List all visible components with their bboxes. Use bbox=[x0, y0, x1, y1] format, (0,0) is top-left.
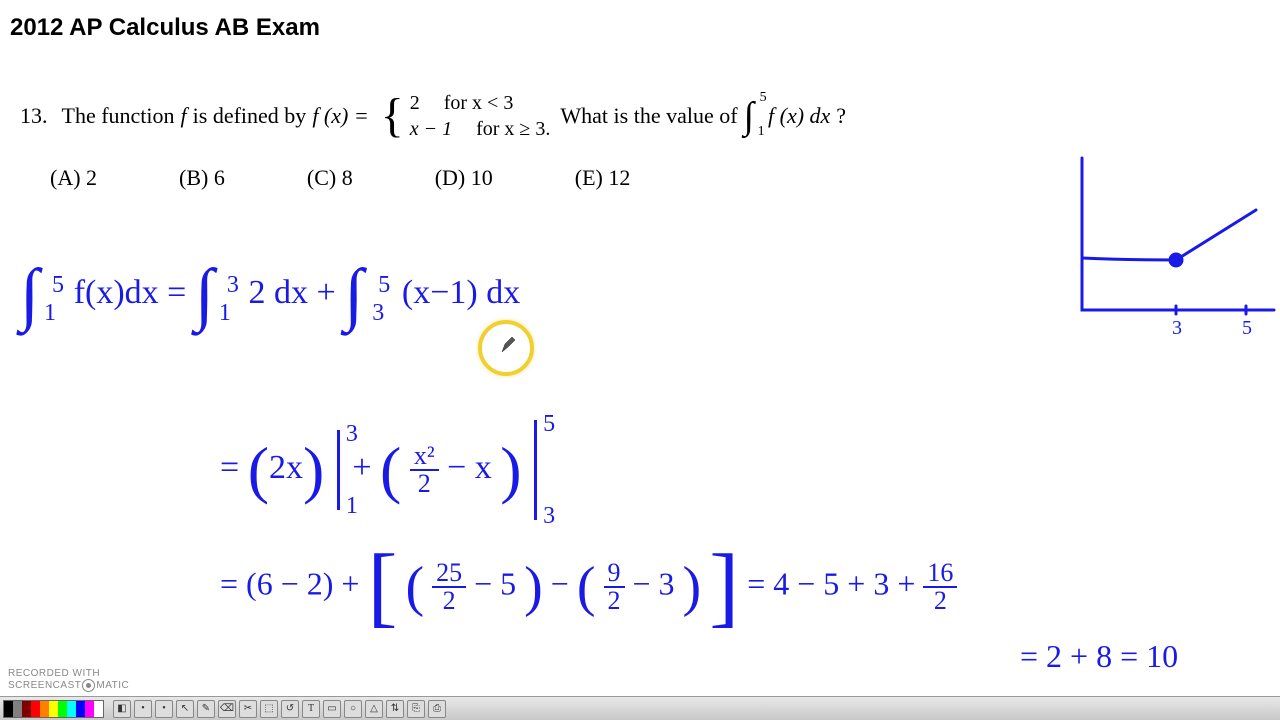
toolbar-button[interactable]: ▭ bbox=[323, 700, 341, 718]
toolbar-button[interactable]: T bbox=[302, 700, 320, 718]
brace-icon: { bbox=[381, 96, 404, 136]
toolbar-button[interactable]: ✎ bbox=[197, 700, 215, 718]
function-name: f bbox=[181, 103, 187, 129]
toolbar-button[interactable]: ◧ bbox=[113, 700, 131, 718]
pen-cursor-icon bbox=[500, 334, 520, 354]
handwritten-line-3: = (6 − 2) + [ ( 252 − 5 ) − ( 92 − 3 ) ]… bbox=[220, 560, 957, 614]
color-swatch[interactable] bbox=[85, 701, 94, 717]
toolbar-button[interactable]: ⎙ bbox=[428, 700, 446, 718]
case2-condition: for x ≥ 3. bbox=[476, 116, 550, 142]
toolbar-button[interactable]: ⇅ bbox=[386, 700, 404, 718]
question-text: is defined by bbox=[193, 103, 307, 129]
toolbar-button[interactable]: ⎘ bbox=[407, 700, 425, 718]
toolbar-button[interactable]: ↖ bbox=[176, 700, 194, 718]
graph-tick-5: 5 bbox=[1242, 317, 1252, 339]
case1-condition: for x < 3 bbox=[444, 90, 514, 116]
question-integral: ∫ 5 1 f (x) dx bbox=[744, 94, 831, 138]
screencast-watermark: RECORDED WITH SCREENCASTMATIC bbox=[8, 668, 129, 692]
question-text: The function bbox=[62, 103, 175, 129]
color-swatch[interactable] bbox=[4, 701, 13, 717]
color-swatch[interactable] bbox=[67, 701, 76, 717]
color-swatch[interactable] bbox=[13, 701, 22, 717]
color-swatch[interactable] bbox=[58, 701, 67, 717]
piecewise-definition: { 2 for x < 3 x − 1 for x ≥ 3. bbox=[379, 90, 551, 142]
case2-value: x − 1 bbox=[410, 116, 452, 142]
color-swatch[interactable] bbox=[31, 701, 40, 717]
handwritten-line-2: = ((2x)2x) 3 1 + ( x²2 − x ) 5 3 bbox=[220, 420, 541, 520]
choice-a[interactable]: (A) 2 bbox=[50, 165, 97, 191]
handwritten-line-1: ∫ 5 1 f(x)dx = ∫ 3 1 2 dx + ∫ 5 3 (x−1) … bbox=[20, 270, 520, 320]
question-mark: ? bbox=[836, 103, 846, 129]
color-swatch[interactable] bbox=[49, 701, 58, 717]
question-text: What is the value of bbox=[560, 103, 737, 129]
color-palette[interactable] bbox=[3, 700, 104, 718]
toolbar-button[interactable]: ✂ bbox=[239, 700, 257, 718]
toolbar-button[interactable]: ○ bbox=[344, 700, 362, 718]
case1-value: 2 bbox=[410, 90, 420, 116]
question-number: 13. bbox=[20, 103, 48, 129]
toolbar-button[interactable]: △ bbox=[365, 700, 383, 718]
choice-d[interactable]: (D) 10 bbox=[435, 165, 493, 191]
integral-lower: 1 bbox=[758, 124, 765, 140]
choice-e[interactable]: (E) 12 bbox=[575, 165, 631, 191]
choice-c[interactable]: (C) 8 bbox=[307, 165, 353, 191]
toolbar-button[interactable]: • bbox=[155, 700, 173, 718]
color-swatch[interactable] bbox=[94, 701, 103, 717]
color-swatch[interactable] bbox=[22, 701, 31, 717]
page-title: 2012 AP Calculus AB Exam bbox=[10, 14, 320, 42]
toolbar-button[interactable]: ↺ bbox=[281, 700, 299, 718]
handwritten-line-4: = 2 + 8 = 10 bbox=[1020, 640, 1178, 672]
fx-label: f (x) = bbox=[312, 103, 368, 129]
question-13: 13. The function f is defined by f (x) =… bbox=[20, 90, 846, 142]
toolbar-button[interactable]: • bbox=[134, 700, 152, 718]
integral-upper: 5 bbox=[760, 90, 767, 106]
screencast-logo-icon bbox=[82, 679, 95, 692]
whiteboard-toolbar[interactable]: ◧••↖✎⌫✂⬚↺T▭○△⇅⎘⎙ bbox=[0, 696, 1280, 720]
toolbar-button[interactable]: ⌫ bbox=[218, 700, 236, 718]
graph-sketch: 3 5 bbox=[1046, 148, 1276, 348]
integrand: f (x) dx bbox=[768, 103, 830, 129]
answer-choices: (A) 2 (B) 6 (C) 8 (D) 10 (E) 12 bbox=[50, 165, 630, 191]
color-swatch[interactable] bbox=[76, 701, 85, 717]
graph-tick-3: 3 bbox=[1172, 317, 1182, 339]
color-swatch[interactable] bbox=[40, 701, 49, 717]
toolbar-button[interactable]: ⬚ bbox=[260, 700, 278, 718]
choice-b[interactable]: (B) 6 bbox=[179, 165, 225, 191]
